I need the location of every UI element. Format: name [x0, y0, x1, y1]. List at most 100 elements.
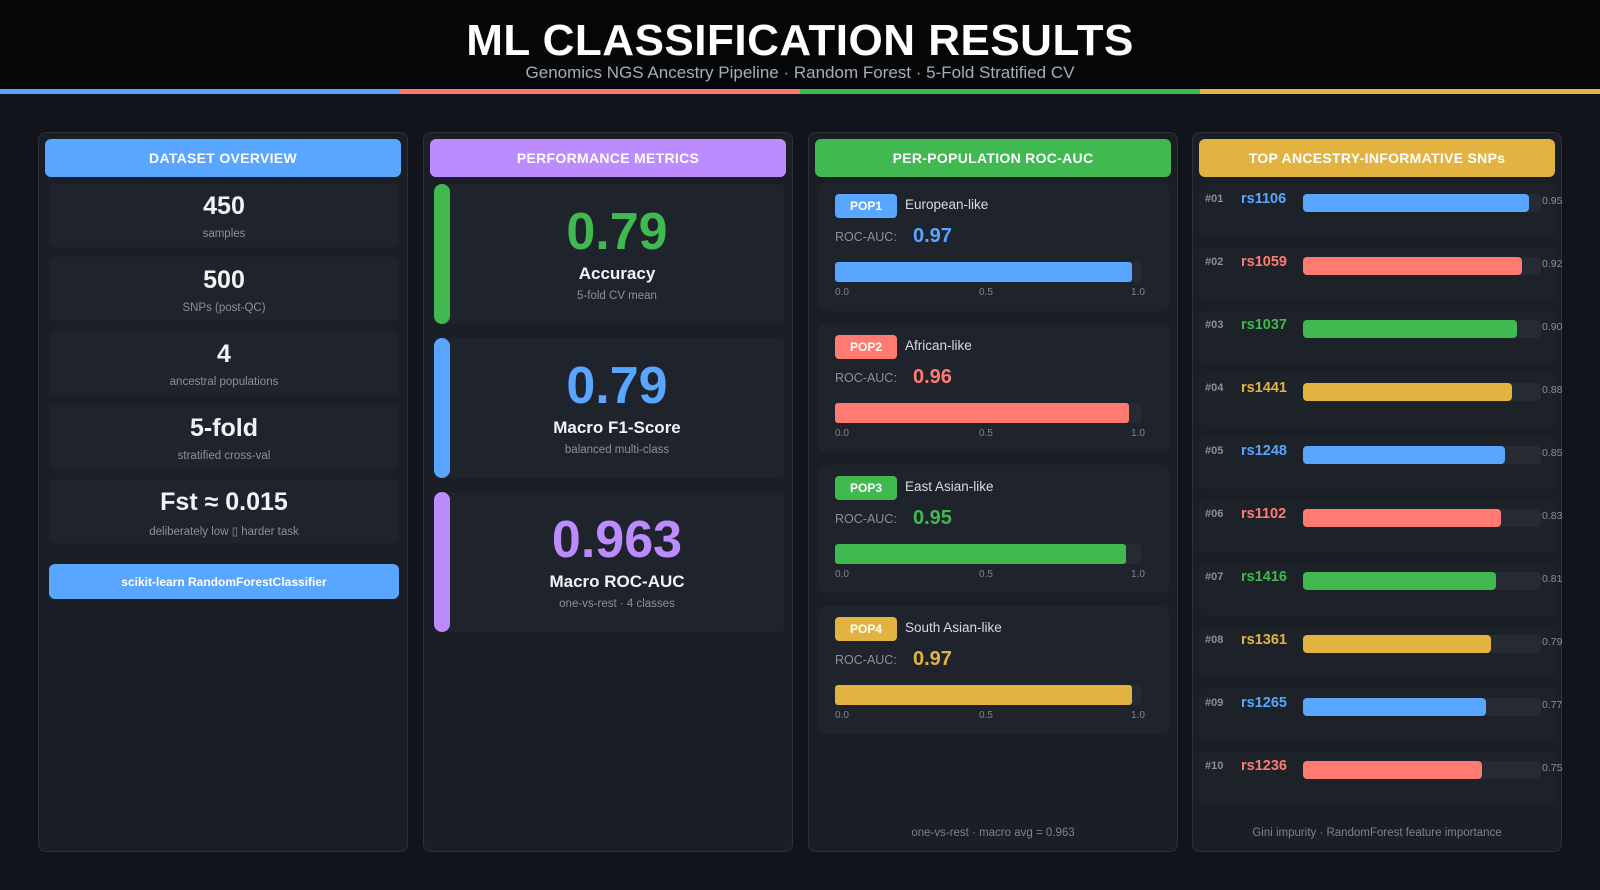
- dataset-label: SNPs (post-QC): [182, 302, 266, 314]
- metric-accent-bar: [434, 492, 450, 632]
- snp-id: rs1037: [1241, 317, 1287, 333]
- snp-rank: #02: [1205, 256, 1224, 268]
- accent-stripe-green: [800, 89, 1200, 94]
- roc-auc-bar-track: [835, 262, 1141, 282]
- metric-sub: balanced multi-class: [564, 444, 670, 456]
- importance-bar: [1303, 383, 1513, 401]
- importance-bar: [1303, 698, 1487, 716]
- population-name: East Asian-like: [905, 479, 994, 494]
- roc-auc-label: ROC-AUC:: [835, 230, 897, 244]
- importance-bar-track: [1303, 761, 1541, 779]
- importance-bar-track: [1303, 257, 1541, 275]
- importance-bar-track: [1303, 446, 1541, 464]
- importance-bar-track: [1303, 320, 1541, 338]
- dataset-card-folds: 5-fold stratified cross-val: [49, 405, 399, 469]
- performance-metrics-heading: PERFORMANCE METRICS: [430, 139, 786, 177]
- importance-value: 0.90: [1542, 321, 1563, 333]
- dataset-value: 500: [203, 266, 245, 294]
- roc-auc-label: ROC-AUC:: [835, 512, 897, 526]
- dataset-value: 5-fold: [189, 414, 259, 442]
- axis-tick-mid: 0.5: [979, 428, 993, 439]
- dataset-value: 450: [203, 192, 245, 220]
- roc-auc-bar: [835, 403, 1129, 423]
- importance-value: 0.79: [1542, 636, 1563, 648]
- dataset-card-samples: 450 samples: [49, 183, 399, 247]
- dataset-overview-heading: DATASET OVERVIEW: [45, 139, 401, 177]
- snp-row: #10 rs1236 0.75: [1199, 752, 1562, 804]
- population-badge: POP2: [835, 335, 897, 359]
- metric-card-roc-auc: 0.963 Macro ROC-AUC one-vs-rest · 4 clas…: [434, 492, 784, 632]
- snp-id: rs1416: [1241, 569, 1287, 585]
- snp-row: #04 rs1441 0.88: [1199, 374, 1562, 426]
- accent-stripe-blue: [0, 89, 400, 94]
- axis-tick-mid: 0.5: [979, 287, 993, 298]
- population-name: African-like: [905, 338, 972, 353]
- importance-bar: [1303, 257, 1522, 275]
- roc-auc-bar: [835, 685, 1132, 705]
- roc-auc-panel: PER-POPULATION ROC-AUC POP1 European-lik…: [808, 132, 1178, 852]
- population-card-pop2: POP2 African-like ROC-AUC: 0.96 0.0 0.5 …: [819, 324, 1169, 452]
- metric-accent-bar: [434, 184, 450, 324]
- dataset-overview-panel: DATASET OVERVIEW 450 samples 500 SNPs (p…: [38, 132, 408, 852]
- roc-auc-value: 0.97: [913, 648, 952, 670]
- page-header: ML CLASSIFICATION RESULTS Genomics NGS A…: [0, 0, 1600, 90]
- population-card-pop4: POP4 South Asian-like ROC-AUC: 0.97 0.0 …: [819, 606, 1169, 734]
- importance-value: 0.85: [1542, 447, 1563, 459]
- importance-value: 0.81: [1542, 573, 1563, 585]
- axis-tick-min: 0.0: [835, 569, 849, 580]
- metric-name: Macro ROC-AUC: [549, 572, 685, 591]
- snp-row: #03 rs1037 0.90: [1199, 311, 1562, 363]
- page-title: ML CLASSIFICATION RESULTS: [466, 16, 1134, 65]
- snp-rank: #10: [1205, 760, 1224, 772]
- importance-bar: [1303, 194, 1530, 212]
- dataset-value: Fst ≈ 0.015: [160, 488, 288, 516]
- importance-bar-track: [1303, 509, 1541, 527]
- population-card-pop3: POP3 East Asian-like ROC-AUC: 0.95 0.0 0…: [819, 465, 1169, 593]
- snp-rank: #04: [1205, 382, 1224, 394]
- importance-value: 0.75: [1542, 762, 1563, 774]
- axis-tick-min: 0.0: [835, 710, 849, 721]
- model-button[interactable]: scikit-learn RandomForestClassifier: [49, 564, 399, 599]
- roc-auc-heading: PER-POPULATION ROC-AUC: [815, 139, 1171, 177]
- dataset-label: samples: [202, 228, 246, 240]
- performance-metrics-panel: PERFORMANCE METRICS 0.79 Accuracy 5-fold…: [423, 132, 793, 852]
- importance-bar-track: [1303, 383, 1541, 401]
- snp-id: rs1441: [1241, 380, 1287, 396]
- axis-tick-max: 1.0: [1131, 710, 1145, 721]
- roc-auc-bar-track: [835, 544, 1141, 564]
- dataset-label: stratified cross-val: [177, 450, 271, 462]
- axis-tick-mid: 0.5: [979, 710, 993, 721]
- metric-value: 0.79: [566, 357, 668, 415]
- dataset-card-fst: Fst ≈ 0.015 deliberately low ▯ harder ta…: [49, 479, 399, 543]
- metric-accent-bar: [434, 338, 450, 478]
- roc-auc-bar: [835, 262, 1132, 282]
- dataset-label: ancestral populations: [169, 376, 279, 388]
- metric-value: 0.963: [551, 511, 683, 569]
- metric-card-f1: 0.79 Macro F1-Score balanced multi-class: [434, 338, 784, 478]
- axis-tick-min: 0.0: [835, 287, 849, 298]
- snp-rank: #01: [1205, 193, 1224, 205]
- population-card-pop1: POP1 European-like ROC-AUC: 0.97 0.0 0.5…: [819, 183, 1169, 311]
- roc-auc-value: 0.96: [913, 366, 952, 388]
- snp-id: rs1059: [1241, 254, 1287, 270]
- snp-row: #09 rs1265 0.77: [1199, 689, 1562, 741]
- snp-id: rs1236: [1241, 758, 1287, 774]
- population-name: European-like: [905, 197, 989, 212]
- accent-stripe-red: [400, 89, 800, 94]
- importance-value: 0.95: [1542, 195, 1563, 207]
- population-badge: POP3: [835, 476, 897, 500]
- importance-bar: [1303, 572, 1496, 590]
- importance-bar-track: [1303, 635, 1541, 653]
- population-badge: POP4: [835, 617, 897, 641]
- axis-tick-max: 1.0: [1131, 569, 1145, 580]
- snp-row: #05 rs1248 0.85: [1199, 437, 1562, 489]
- importance-bar-track: [1303, 572, 1541, 590]
- axis-tick-max: 1.0: [1131, 428, 1145, 439]
- snps-footer: Gini impurity · RandomForest feature imp…: [1252, 827, 1502, 839]
- page-subtitle: Genomics NGS Ancestry Pipeline · Random …: [525, 63, 1075, 82]
- roc-auc-footer: one-vs-rest · macro avg = 0.963: [911, 827, 1075, 839]
- axis-tick-max: 1.0: [1131, 287, 1145, 298]
- metric-value: 0.79: [566, 203, 668, 261]
- importance-bar-track: [1303, 698, 1541, 716]
- top-snps-panel: TOP ANCESTRY-INFORMATIVE SNPs #01 rs1106 0…: [1192, 132, 1562, 852]
